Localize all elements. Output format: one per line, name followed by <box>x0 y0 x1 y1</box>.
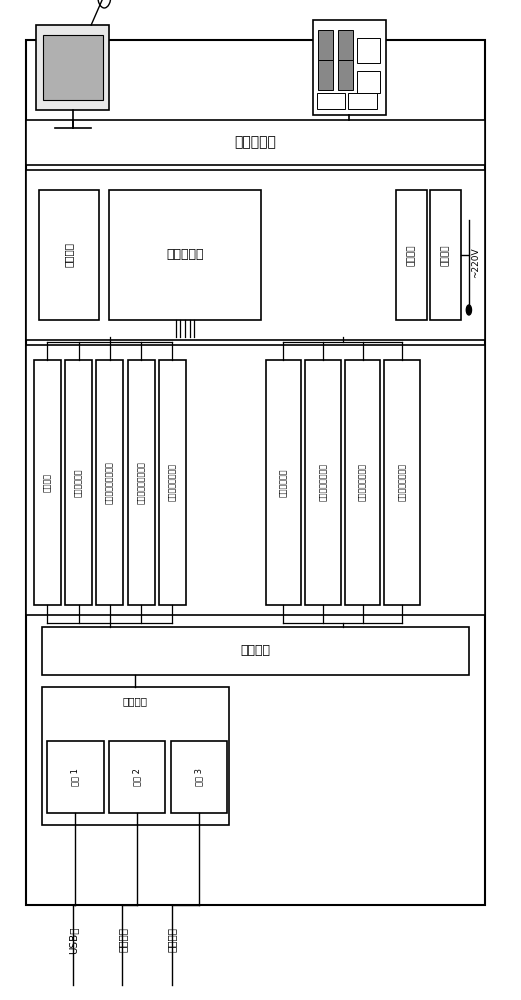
Bar <box>42 627 469 675</box>
Text: 数据存储: 数据存储 <box>64 242 74 267</box>
Text: 电话号码获取模块: 电话号码获取模块 <box>168 463 177 501</box>
Text: 事件确认模块: 事件确认模块 <box>279 468 288 497</box>
Bar <box>26 40 485 905</box>
Bar <box>26 120 485 165</box>
Bar <box>357 38 380 63</box>
Bar <box>42 687 229 825</box>
Bar <box>317 93 345 109</box>
Text: 网络通讯: 网络通讯 <box>167 928 177 952</box>
Text: 图像拍摄处理模块: 图像拍摄处理模块 <box>318 463 328 501</box>
Bar <box>128 360 155 605</box>
Bar <box>318 30 333 60</box>
Bar <box>170 741 227 813</box>
Bar <box>313 20 386 115</box>
Bar <box>26 170 485 340</box>
Text: 远程报警控制模块: 远程报警控制模块 <box>358 463 367 501</box>
Text: 接口 3: 接口 3 <box>194 768 203 786</box>
Text: 接口 1: 接口 1 <box>71 768 80 786</box>
Text: 串口通讯: 串口通讯 <box>117 928 128 952</box>
Bar <box>159 360 186 605</box>
Bar <box>36 25 109 110</box>
Text: 短信推送控制模块: 短信推送控制模块 <box>398 463 407 501</box>
Text: 扬声器分布获取模块: 扬声器分布获取模块 <box>137 461 146 504</box>
Bar <box>384 360 420 605</box>
Bar <box>345 360 380 605</box>
Bar <box>266 360 301 605</box>
Bar <box>357 71 380 93</box>
Text: 内部总线: 内部总线 <box>123 696 148 706</box>
Bar <box>47 741 104 813</box>
Bar <box>305 360 341 605</box>
Bar <box>348 93 377 109</box>
Bar <box>65 360 92 605</box>
Bar <box>109 741 165 813</box>
Text: 时钟信号: 时钟信号 <box>43 473 52 492</box>
Text: ~220V: ~220V <box>470 247 480 278</box>
Bar <box>338 60 353 90</box>
Bar <box>96 360 123 605</box>
Bar <box>396 190 427 320</box>
Circle shape <box>466 305 472 315</box>
Text: 摄像机分布获取模块: 摄像机分布获取模块 <box>105 461 115 504</box>
Text: 接口 2: 接口 2 <box>132 768 142 786</box>
Bar <box>34 360 61 605</box>
Bar <box>338 30 353 60</box>
Text: 事件获取模块: 事件获取模块 <box>74 468 83 497</box>
Text: 中心处理器: 中心处理器 <box>166 248 204 261</box>
Bar <box>39 190 99 320</box>
Text: 电源保护: 电源保护 <box>441 244 450 266</box>
Text: USB口: USB口 <box>68 926 78 954</box>
Text: 系统总线: 系统总线 <box>240 644 270 658</box>
Text: 人脸识别图: 人脸识别图 <box>234 136 276 150</box>
Bar <box>43 35 103 100</box>
Bar <box>430 190 461 320</box>
Bar <box>109 190 260 320</box>
Text: 电源模块: 电源模块 <box>407 244 416 266</box>
Bar <box>26 345 485 615</box>
Bar <box>318 60 333 90</box>
